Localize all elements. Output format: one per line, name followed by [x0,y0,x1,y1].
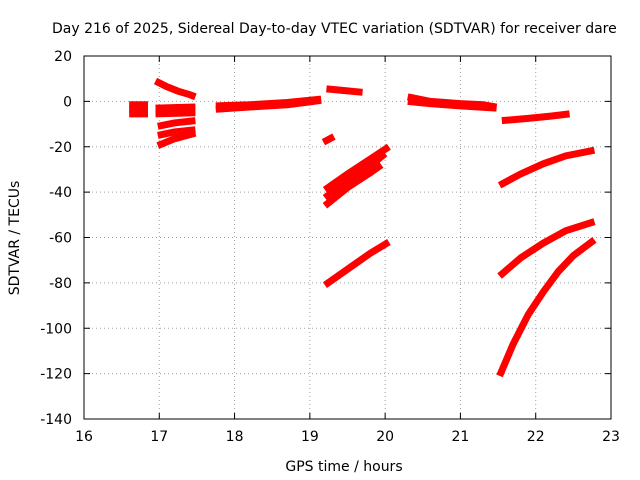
x-tick-label: 21 [452,429,470,445]
y-tick-label: -120 [40,367,72,383]
x-tick-label: 19 [301,429,319,445]
series-sat-b [153,77,197,101]
series-sat-n [496,236,597,378]
series-sat-l [497,146,596,189]
plot-area [129,77,597,378]
series-sat-c2 [155,109,196,118]
series-sat-d1 [157,117,196,130]
x-tick-label: 20 [376,429,394,445]
y-tick-label: -100 [40,321,72,337]
series-sat-h3 [322,162,384,209]
series-sat-m [497,218,596,279]
series-sat-f [326,85,363,96]
series-sat-c1 [155,103,196,112]
series-sat-d3 [156,129,197,149]
x-tick-label: 18 [226,429,244,445]
y-axis-label: SDTVAR / TECUs [7,181,23,296]
x-tick-label: 23 [602,429,620,445]
y-tick-label: -40 [49,185,72,201]
x-tick-label: 22 [527,429,545,445]
series-sat-i [322,239,391,289]
series-sat-h1 [322,143,391,193]
series-sat-e2 [215,95,322,110]
series-sat-k [501,110,571,125]
y-tick-label: -60 [49,231,72,247]
y-tick-label: 20 [54,49,72,65]
x-axis-label: GPS time / hours [285,459,402,475]
y-tick-label: -20 [49,140,72,156]
y-tick-label: 0 [63,94,72,110]
series-sat-j2 [407,97,497,112]
y-tick-label: -80 [49,276,72,292]
series-sat-d2 [157,126,196,139]
x-tick-label: 16 [75,429,93,445]
series-sat-h2 [322,150,388,201]
axis-ticks: 16 17 18 19 20 21 22 23 20 0 -20 -40 -60 -80 -100 -120 -… [40,49,620,445]
x-tick-label: 17 [150,429,168,445]
series-sat-g [321,133,336,146]
y-tick-label: -140 [40,412,72,428]
chart-title: Day 216 of 2025, Sidereal Day-to-day VTE… [52,21,617,37]
